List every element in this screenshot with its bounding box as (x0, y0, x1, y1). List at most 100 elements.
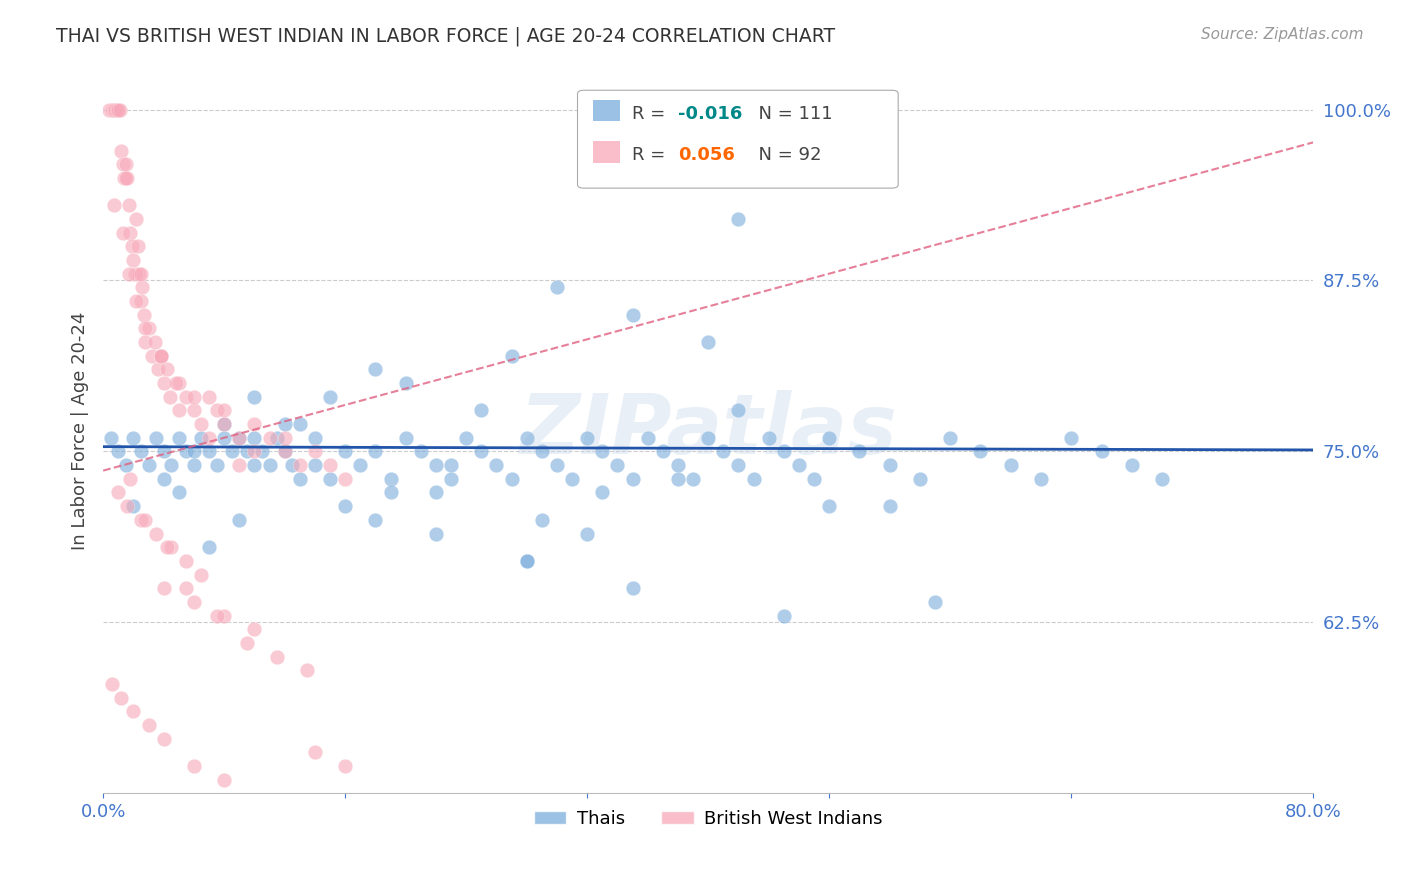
Point (380, 485, 402, 500)
Point (190, 567, 212, 582)
Point (304, 458, 326, 472)
Point (122, 431, 145, 445)
Point (879, 458, 901, 472)
Point (212, 772, 235, 787)
Point (228, 431, 250, 445)
Point (143, 334, 166, 349)
Point (128, 267, 150, 281)
Point (228, 458, 250, 472)
Point (787, 458, 810, 472)
Point (212, 431, 235, 445)
Point (183, 595, 205, 609)
Point (132, 308, 155, 322)
Legend: Thais, British West Indians: Thais, British West Indians (526, 803, 890, 835)
Point (110, 690, 132, 705)
Point (149, 349, 172, 363)
Point (727, 458, 749, 472)
Bar (593, 100, 620, 121)
Point (103, 103, 125, 117)
Point (152, 472, 174, 486)
Point (236, 636, 259, 650)
Text: -0.016: -0.016 (678, 104, 742, 123)
Point (183, 390, 205, 404)
Point (190, 431, 212, 445)
Point (273, 431, 295, 445)
Point (198, 390, 221, 404)
Point (129, 444, 152, 458)
Point (395, 431, 418, 445)
Point (145, 431, 167, 445)
Point (666, 472, 689, 486)
Point (273, 417, 295, 431)
Point (146, 362, 169, 376)
Point (228, 513, 250, 527)
Point (114, 458, 136, 472)
Point (250, 444, 273, 458)
Point (167, 403, 190, 417)
Point (621, 308, 644, 322)
Point (939, 431, 962, 445)
Point (212, 417, 235, 431)
Point (107, 444, 129, 458)
Point (121, 239, 143, 253)
Point (228, 431, 250, 445)
Text: N = 92: N = 92 (747, 146, 821, 164)
Point (167, 431, 190, 445)
Point (501, 472, 523, 486)
Point (159, 390, 181, 404)
Point (637, 431, 659, 445)
Point (156, 540, 179, 554)
Point (152, 376, 174, 390)
Y-axis label: In Labor Force | Age 20-24: In Labor Force | Age 20-24 (72, 311, 89, 550)
Text: Source: ZipAtlas.com: Source: ZipAtlas.com (1201, 27, 1364, 42)
Point (183, 759, 205, 773)
Point (470, 403, 492, 417)
Point (111, 157, 134, 171)
Point (380, 472, 402, 486)
Point (758, 431, 780, 445)
Point (1090, 444, 1112, 458)
Point (120, 472, 142, 486)
Point (1121, 458, 1143, 472)
Point (205, 458, 228, 472)
Point (281, 458, 304, 472)
Point (908, 472, 931, 486)
Point (530, 513, 553, 527)
Text: R =: R = (631, 146, 676, 164)
Point (160, 540, 183, 554)
Point (156, 362, 179, 376)
Point (266, 431, 288, 445)
Point (127, 239, 149, 253)
Point (122, 252, 145, 267)
Point (591, 444, 613, 458)
Point (107, 485, 129, 500)
Point (98, 103, 121, 117)
Point (288, 417, 311, 431)
Point (772, 444, 794, 458)
Point (319, 390, 342, 404)
Point (129, 293, 152, 308)
Point (304, 431, 326, 445)
Point (288, 458, 311, 472)
Point (409, 444, 432, 458)
Point (803, 472, 825, 486)
Point (114, 170, 136, 185)
Point (273, 444, 295, 458)
Point (546, 280, 568, 294)
Point (125, 211, 148, 226)
Point (319, 458, 342, 472)
Point (212, 608, 235, 623)
Point (1029, 472, 1052, 486)
Point (304, 745, 326, 759)
Point (243, 390, 266, 404)
Point (117, 170, 139, 185)
Point (236, 444, 259, 458)
Point (266, 649, 288, 664)
Point (101, 103, 124, 117)
Point (243, 458, 266, 472)
Point (651, 444, 673, 458)
Point (198, 444, 221, 458)
Point (364, 444, 387, 458)
Point (297, 663, 319, 677)
Point (364, 362, 387, 376)
